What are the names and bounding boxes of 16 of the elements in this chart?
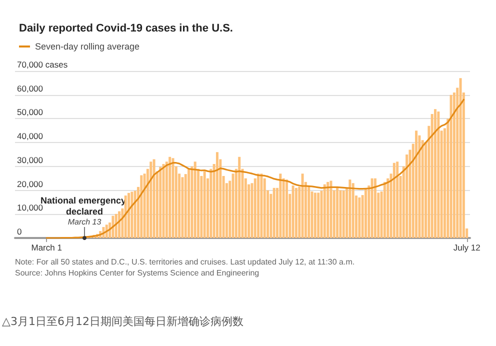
y-tick-label: 10,000 — [17, 202, 44, 213]
y-tick-label: 0 — [17, 226, 22, 236]
x-tick-label: July 12 — [453, 242, 481, 252]
y-tick-label: 70,000 cases — [17, 60, 68, 70]
text: △3月1日至6月12日期间美国每日新增确诊病例数 — [2, 315, 244, 328]
annotation: March 13 — [68, 218, 102, 226]
y-tick-label: 30,000 — [17, 154, 44, 165]
chart-title: Daily reported Covid-19 cases in the U.S. — [19, 22, 233, 34]
y-tick-label: 60,000 — [17, 83, 44, 94]
source-note: Source: Johns Hopkins Center for Systems Science and Engineering — [15, 268, 260, 278]
y-tick-label: 20,000 — [17, 178, 44, 189]
y-tick-label: 40,000 — [17, 131, 44, 142]
y-tick-label: 50,000 — [17, 107, 44, 118]
x-tick-label: March 1 — [31, 242, 62, 252]
legend-label: Seven-day rolling average — [35, 42, 140, 52]
text: Note: For all 50 states and D.C., U.S. territories and cruises. Last updated July 12, at 11:30 a.m. — [15, 258, 355, 266]
